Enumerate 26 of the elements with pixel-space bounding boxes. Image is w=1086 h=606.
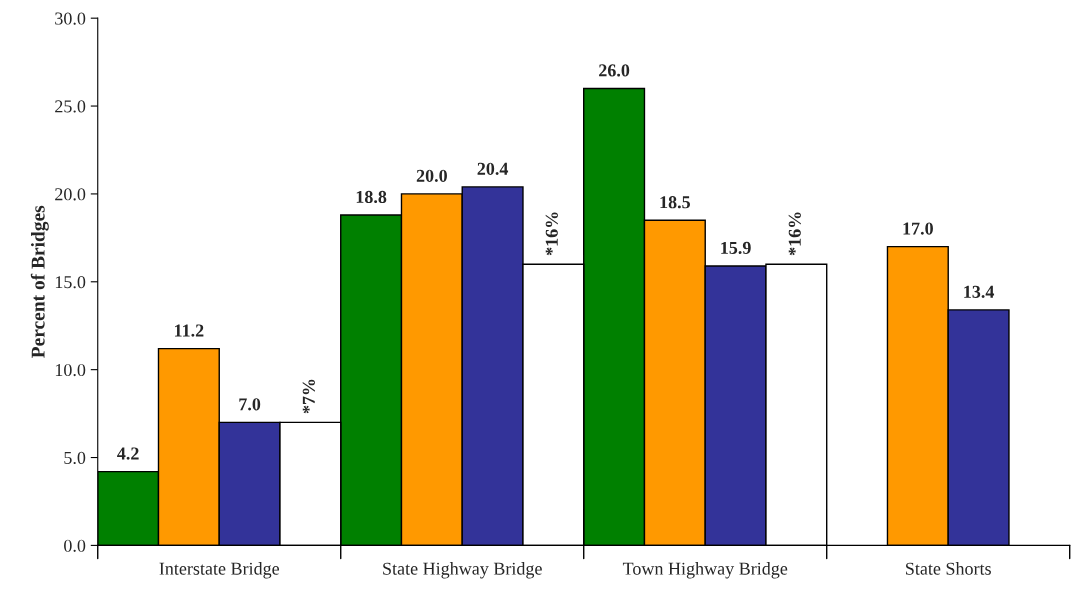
data-label: 13.4	[964, 285, 995, 298]
x-tick-label: Town Highway Bridge	[622, 562, 788, 579]
data-label: 4.2	[117, 447, 139, 460]
data-label: *7%	[302, 379, 315, 414]
data-label: 17.0	[903, 222, 933, 235]
y-tick-label: 0.0	[64, 539, 86, 552]
y-tick-label: 15.0	[55, 276, 86, 289]
y-tick-label: 5.0	[64, 451, 86, 465]
x-tick-label: State Highway Bridge	[383, 562, 542, 579]
y-tick-label: 10.0	[55, 363, 86, 377]
data-label: 18.5	[660, 196, 690, 209]
x-tick-label: Interstate Bridge	[159, 562, 280, 579]
data-label: 15.9	[721, 241, 751, 255]
y-axis-title: Percent of Bridges	[30, 205, 49, 358]
y-tick-label: 30.0	[55, 12, 86, 25]
data-label: 20.4	[477, 162, 509, 175]
y-tick-label: 25.0	[55, 100, 86, 113]
data-label: 7.0	[239, 398, 261, 411]
data-label: 11.2	[175, 324, 204, 337]
data-label: *16%	[788, 212, 801, 256]
data-label: 20.0	[416, 169, 447, 182]
data-label: 26.0	[599, 64, 630, 77]
y-tick-label: 20.0	[55, 188, 86, 201]
data-label: 18.8	[356, 190, 387, 204]
x-tick-label: State Shorts	[906, 562, 991, 575]
data-label: *16%	[545, 212, 558, 256]
